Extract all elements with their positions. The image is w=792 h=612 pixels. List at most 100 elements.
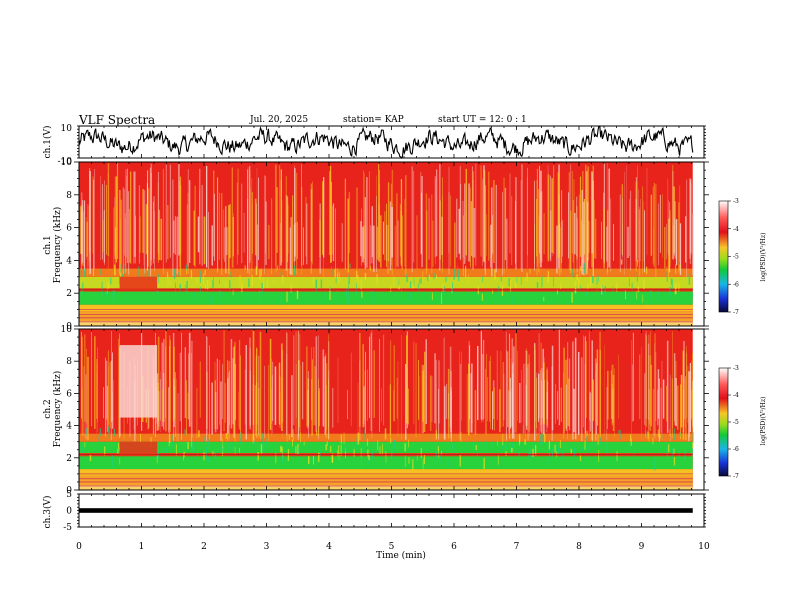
spec-streak (130, 171, 132, 264)
colorbar-tick-label: -5 (733, 254, 739, 261)
spec-speckle (338, 271, 340, 284)
x-tick-label: 10 (698, 542, 710, 552)
spec-speckle (253, 440, 255, 445)
spec-streak (240, 355, 241, 438)
spec-streak (585, 341, 587, 418)
spec-streak (689, 363, 691, 433)
spec-speckle (688, 274, 691, 285)
spec-speckle (560, 283, 562, 290)
spec-speckle (689, 437, 690, 442)
spec-speckle (292, 429, 294, 441)
spec-streak (250, 188, 251, 261)
spec-streak (420, 172, 422, 255)
spec-speckle (579, 455, 581, 461)
spec-streak (644, 373, 646, 425)
spec-speckle (512, 442, 514, 452)
spec-speckle (675, 264, 677, 274)
spec-speckle (636, 260, 638, 267)
spec-streak (226, 227, 228, 256)
spec-streak (667, 218, 670, 277)
spec-streak (666, 385, 667, 422)
spec-speckle (542, 433, 543, 445)
y-tick-label: 0 (66, 486, 72, 496)
spec-speckle (166, 447, 168, 453)
spec-speckle (670, 278, 673, 285)
spec-speckle (346, 288, 347, 298)
spec-speckle (516, 277, 518, 283)
spec-streak (428, 198, 430, 260)
spec-speckle (505, 442, 507, 451)
spec-streak (214, 361, 216, 425)
spec-speckle (519, 435, 520, 446)
spec-speckle (540, 434, 542, 445)
gap-block (119, 441, 158, 455)
spec-streak (347, 389, 348, 420)
spec-streak (359, 333, 361, 427)
spec-speckle (650, 289, 652, 298)
spec-streak (672, 331, 673, 428)
spec-streak (376, 175, 377, 255)
spec-streak (225, 206, 227, 274)
spec-speckle (501, 285, 504, 296)
spec-speckle (457, 269, 460, 281)
spec-streak (426, 210, 428, 270)
spec-streak (653, 182, 655, 268)
spec-streak (129, 209, 130, 263)
spec-streak (189, 180, 191, 263)
spec-speckle (83, 268, 85, 277)
spec-speckle (326, 441, 328, 446)
spec-speckle (339, 447, 340, 460)
spec-speckle (666, 447, 668, 458)
spec-streak (418, 360, 419, 420)
spec-streak (650, 331, 651, 422)
spec-streak (546, 391, 548, 420)
spec-streak (674, 201, 676, 259)
spec-streak (259, 331, 262, 439)
spec-streak (249, 166, 251, 263)
spec-streak (371, 206, 373, 258)
spec-streak (687, 365, 689, 423)
spec-streak (109, 361, 111, 429)
spec-streak (237, 168, 239, 255)
spec-speckle (262, 441, 264, 452)
x-tick-label: 5 (389, 542, 395, 552)
spec-speckle (282, 447, 283, 459)
spec-speckle (630, 438, 632, 446)
spec-streak (526, 367, 528, 426)
spec-speckle (325, 444, 327, 451)
spec-streak (190, 352, 192, 441)
x-tick-label: 1 (139, 542, 145, 552)
spec-speckle (303, 441, 305, 446)
spec-speckle (596, 277, 598, 285)
spec-streak (549, 175, 551, 260)
spec-streak (466, 373, 468, 433)
gap-block-upper (119, 345, 158, 418)
spec-streak (216, 358, 218, 430)
spec-streak (184, 347, 186, 418)
spec-speckle (313, 276, 314, 286)
spec-streak (135, 215, 136, 264)
spec-speckle (431, 292, 433, 300)
spec-speckle (423, 454, 425, 465)
spec-streak (111, 331, 112, 423)
spec-speckle (349, 263, 351, 268)
spec-speckle (343, 432, 345, 445)
spec-speckle (290, 283, 292, 293)
spec-streak (303, 227, 304, 265)
spec-speckle (666, 266, 668, 272)
spec-speckle (520, 276, 522, 285)
spec-speckle (275, 452, 277, 464)
colorbar-tick-label: -3 (733, 198, 739, 205)
spec-streak (289, 227, 292, 275)
spec-streak (502, 192, 503, 276)
spec-streak (405, 363, 407, 440)
ch1-waveform-panel: 10-10 (58, 124, 706, 167)
spec-speckle (101, 281, 103, 293)
spec-streak (659, 194, 661, 253)
spec-streak (271, 388, 272, 436)
spec-speckle (500, 277, 502, 282)
spec-speckle (204, 269, 206, 276)
spec-streak (632, 332, 634, 421)
spec-speckle (240, 286, 242, 292)
spec-streak (448, 166, 450, 254)
